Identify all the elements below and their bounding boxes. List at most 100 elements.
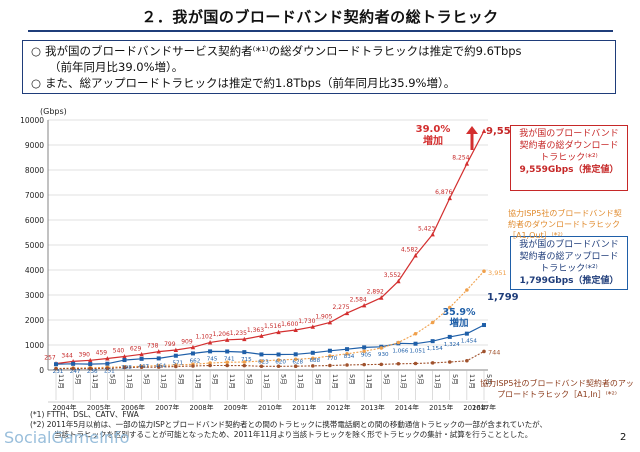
download-point: [379, 295, 384, 300]
y-axis-ticks: 0 1000 2000 3000 4000 5000 6000 7000 8000 9000 100…: [20, 116, 44, 375]
x-month-label: 5月: [74, 374, 82, 385]
x-month-label: 11月: [194, 374, 202, 389]
upload-callout: 我が国のブロードバンド 契約者の総アップロード トラヒック⁽*²⁾ 1,799G…: [510, 236, 628, 290]
download-data-label: 5,423: [418, 225, 435, 232]
upload-point: [208, 349, 213, 354]
upload-data-label: 464: [155, 363, 166, 369]
download-point: [447, 195, 452, 201]
upload-point: [225, 349, 230, 354]
x-year-label: 2010年: [258, 403, 282, 410]
a1out-point: [482, 269, 486, 274]
download-data-label: 6,876: [435, 189, 452, 196]
upload-point: [242, 350, 247, 355]
download-data-label: 390: [79, 351, 91, 358]
x-month-label: 11月: [297, 374, 305, 389]
upload-point: [71, 361, 76, 366]
download-point: [413, 253, 418, 258]
a1in-point: [242, 363, 247, 368]
a1in-point: [447, 360, 452, 364]
download-point: [327, 319, 333, 325]
summary-text-3: また、総アップロードトラヒックは推定で約1.8Tbps（前年同月比35.9%増）…: [45, 76, 456, 90]
x-month-label: 5月: [314, 374, 322, 385]
callout-text: 契約者の総アップロード: [519, 252, 619, 262]
download-data-label: 738: [147, 343, 159, 350]
summary-box: ○ 我が国のブロードバンドサービス契約者⁽*¹⁾の総ダウンロードトラヒックは推定で…: [22, 40, 616, 94]
a1in-point: [139, 365, 144, 370]
a1in-series-label: 協力ISP5社のブロードバンド契約者のアップロードトラヒック［A1,In］⁽*²…: [480, 379, 634, 399]
a1in-line: [55, 350, 485, 370]
download-point: [396, 278, 401, 284]
bullet-circle: ○: [31, 44, 42, 58]
x-month-label: 11月: [228, 374, 236, 389]
x-month-label: 5月: [245, 374, 253, 385]
page-title: ２．我が国のブロードバンド契約者の総トラヒック: [141, 8, 499, 26]
summary-line-2: （前年同月比39.0%増）。: [49, 60, 184, 74]
x-month-label: 11月: [434, 374, 442, 389]
upload-data-label: 620: [275, 360, 286, 366]
download-data-label: 1,235: [230, 330, 247, 337]
x-month-label: 5月: [348, 374, 356, 385]
upload-point: [190, 351, 195, 356]
upload-point: [122, 358, 127, 363]
y-tick-label: 2000: [25, 316, 44, 325]
upload-data-label: 231: [53, 369, 64, 375]
download-data-label: 344: [61, 352, 73, 359]
x-month-label: 11月: [125, 374, 133, 389]
upload-data-label: 1,051: [410, 349, 426, 355]
upload-point: [345, 347, 350, 352]
a1out-point: [362, 349, 366, 354]
y-tick-label: 5000: [25, 241, 44, 250]
chart-annotations: 39.0% 増加 35.9% 増加 9,559 1,799: [416, 124, 519, 329]
x-month-label: 11月: [262, 374, 270, 389]
a1in-data-label: 744: [488, 348, 500, 356]
upload-point: [310, 350, 315, 355]
x-month-label: 5月: [485, 374, 493, 385]
y-tick-label: 3000: [25, 291, 44, 300]
x-year-label: 2013年: [361, 403, 385, 410]
upload-point: [413, 341, 418, 346]
download-data-label: 1,905: [315, 313, 332, 320]
footnote-3: 当該トラヒックを区別することが可能となったため、2011年11月より当該トラヒッ…: [54, 430, 533, 439]
a1out-point: [396, 340, 401, 345]
a1out-data-label: 3,951: [488, 269, 507, 277]
upload-data-label: 623: [258, 359, 269, 365]
download-point: [259, 333, 264, 338]
bullet-circle: ○: [31, 76, 42, 90]
download-data-label: 4,582: [401, 246, 418, 253]
y-axis-label: (Gbps): [40, 107, 67, 116]
upload-data-label: 905: [361, 352, 372, 358]
summary-line-3: ○ また、総アップロードトラヒックは推定で約1.8Tbps（前年同月比35.9%増…: [31, 75, 607, 91]
a1in-point: [362, 362, 366, 367]
x-year-label: 2016年: [463, 403, 487, 410]
a1out-line: [55, 270, 485, 370]
download-point: [173, 347, 179, 353]
upload-point: [173, 353, 178, 358]
download-point: [225, 337, 230, 342]
summary-text-1: 我が国のブロードバンドサービス契約者⁽*¹⁾の総ダウンロードトラヒックは推定で約…: [45, 44, 522, 58]
callout-value: 9,559Gbps（推定値）: [519, 165, 619, 175]
download-data-label: 3,552: [384, 272, 401, 279]
page-number: 2: [620, 432, 627, 443]
title-divider: [28, 30, 613, 32]
watermark-logo: SocialGameInfo: [4, 428, 130, 447]
download-point: [139, 351, 144, 357]
upload-data-label: 834: [344, 354, 355, 360]
a1in-point: [379, 362, 384, 367]
download-point: [242, 336, 247, 342]
footnotes: (*1) FTTH、DSL、CATV、FWA (*2) 2011年5月以前は、一…: [30, 410, 620, 440]
upload-line: [55, 324, 485, 365]
a1in-point: [259, 364, 264, 369]
x-month-label: 5月: [108, 374, 116, 385]
upload-point: [156, 356, 161, 361]
download-point: [88, 357, 93, 363]
y-tick-label: 7000: [25, 191, 44, 200]
download-point: [207, 340, 213, 345]
a1out-point: [465, 288, 469, 292]
x-year-label: 2017年: [472, 403, 496, 410]
upload-data-label: 571: [172, 361, 183, 367]
upload-point: [447, 334, 452, 339]
upload-point: [464, 331, 469, 336]
a1out-point: [225, 360, 229, 365]
upload-data-label: 1,154: [427, 346, 443, 352]
